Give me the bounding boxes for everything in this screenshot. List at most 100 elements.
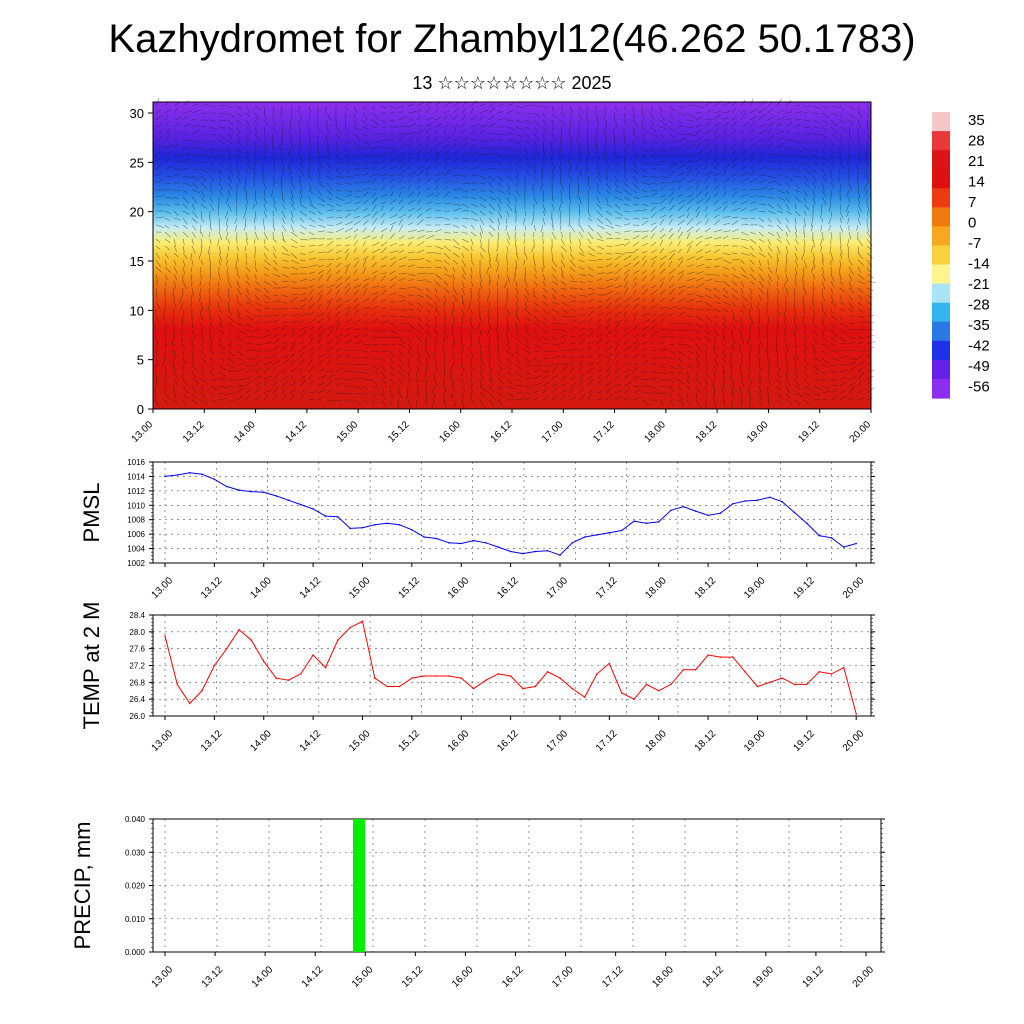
wind-barb — [308, 257, 317, 261]
wind-barb — [172, 343, 175, 353]
wind-barb — [326, 140, 330, 150]
wind-barb — [839, 315, 843, 321]
wind-barb — [758, 287, 765, 295]
wind-barb — [191, 189, 201, 194]
wind-barb — [326, 346, 334, 352]
wind-barb — [425, 193, 435, 198]
wind-barb — [551, 375, 558, 380]
wind-barb — [695, 128, 703, 135]
wind-barb — [416, 357, 422, 365]
wind-barb — [704, 170, 713, 177]
wind-barb — [317, 313, 325, 317]
wind-barb — [371, 236, 377, 240]
wind-barb — [281, 259, 289, 262]
wind-barb — [794, 350, 798, 360]
wind-barb — [470, 378, 474, 386]
wind-barb — [461, 259, 467, 268]
wind-barb — [245, 266, 251, 272]
wind-barb — [632, 261, 640, 268]
wind-barb — [281, 301, 287, 304]
wind-barb — [398, 294, 407, 298]
wind-barb — [371, 211, 378, 219]
wind-barb — [344, 213, 351, 219]
wind-barb — [317, 154, 321, 162]
wind-barb — [182, 224, 188, 230]
wind-barb — [479, 189, 486, 193]
wind-barb — [650, 256, 657, 261]
wind-barb — [506, 378, 513, 385]
wind-barb — [326, 216, 335, 219]
wind-barb — [776, 189, 785, 194]
wind-barb — [353, 220, 361, 226]
wind-barb — [434, 350, 436, 357]
wind-barb — [514, 224, 517, 232]
wind-barb — [632, 270, 640, 275]
wind-barb — [776, 142, 785, 149]
wind-barb — [434, 266, 443, 269]
wind-barb — [380, 205, 384, 212]
wind-barb — [803, 161, 810, 168]
wind-barb — [299, 359, 304, 366]
wind-barb — [173, 117, 182, 121]
wind-barb — [488, 322, 491, 330]
wind-barb — [299, 168, 305, 177]
wind-barb — [722, 266, 730, 270]
wind-barb — [776, 231, 781, 239]
wind-barb — [587, 182, 591, 191]
wind-barb — [533, 396, 539, 401]
wind-barb — [299, 217, 305, 223]
pmsl-ytick-label: 1016 — [127, 458, 145, 467]
wind-barb — [317, 274, 323, 282]
wind-barb — [695, 240, 702, 247]
wind-barb — [650, 232, 655, 240]
wind-barb — [182, 100, 189, 107]
wind-barb — [362, 126, 369, 130]
wind-barb — [477, 301, 481, 311]
wind-barb — [542, 322, 548, 327]
wind-barb — [650, 289, 659, 296]
wind-barb — [740, 350, 743, 357]
wind-barb — [317, 147, 320, 156]
wind-barb — [740, 357, 743, 364]
wind-barb — [308, 231, 315, 236]
wind-barb — [758, 385, 762, 395]
wind-barb — [767, 280, 771, 286]
wind-barb — [776, 174, 783, 177]
wind-barb — [461, 266, 466, 275]
wind-barb — [416, 213, 423, 219]
wind-barb — [596, 168, 601, 178]
wind-barb — [803, 322, 806, 329]
wind-barb — [154, 385, 157, 392]
temp_2m-xtick-label: 14.00 — [248, 728, 274, 754]
wind-barb — [290, 341, 296, 345]
wind-barb — [650, 249, 658, 254]
wind-barb — [317, 318, 323, 324]
wind-barb — [227, 315, 235, 323]
wind-barb — [560, 231, 564, 238]
wind-barb — [504, 280, 508, 289]
wind-barb — [470, 350, 474, 359]
wind-barb — [416, 322, 424, 330]
wind-barb — [443, 245, 451, 252]
pmsl-point — [732, 503, 734, 505]
wind-barb — [452, 107, 460, 114]
wind-barb — [254, 355, 260, 359]
wind-barb — [496, 308, 499, 317]
precip-xtick-label: 13.12 — [200, 964, 226, 990]
wind-barb — [164, 238, 171, 244]
wind-barb — [865, 189, 868, 196]
wind-barb — [677, 119, 683, 124]
wind-barb — [551, 196, 554, 202]
wind-barb — [614, 276, 621, 282]
wind-barb — [200, 364, 205, 372]
wind-barb — [614, 322, 620, 331]
wind-barb — [344, 147, 350, 155]
wind-barb — [514, 238, 517, 248]
wind-barb — [542, 381, 551, 387]
wind-barb — [632, 189, 638, 194]
wind-barb — [371, 392, 376, 398]
wind-barb — [776, 392, 783, 398]
wind-barb — [155, 136, 163, 142]
pmsl-xtick-label: 14.00 — [248, 575, 274, 601]
colorbar-segment — [932, 188, 950, 208]
